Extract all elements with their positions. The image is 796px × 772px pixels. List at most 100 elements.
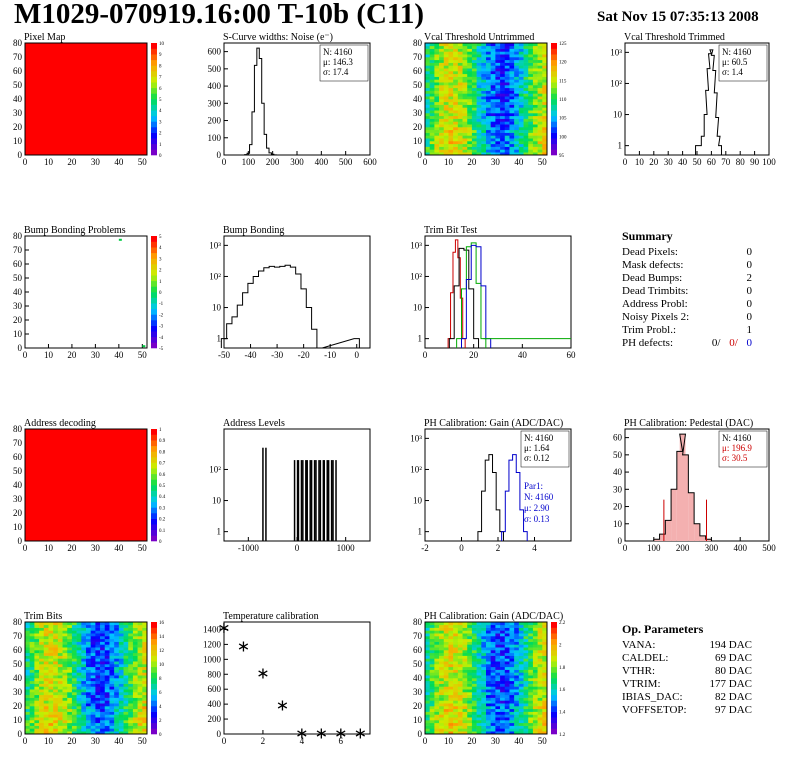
heatmap-cell: [509, 669, 515, 673]
heatmap-cell: [462, 54, 468, 58]
heatmap-cell: [453, 45, 459, 49]
heatmap-cell: [57, 661, 63, 665]
heatmap-cell: [532, 73, 538, 77]
heatmap-cell: [500, 722, 506, 726]
heatmap-cell: [429, 143, 435, 147]
heatmap-cell: [504, 714, 510, 718]
heatmap-cell: [128, 689, 134, 693]
heatmap-cell: [132, 708, 138, 712]
heatmap-cell: [71, 722, 77, 726]
heatmap-cell: [509, 54, 515, 58]
colorbar-cell: [551, 728, 557, 735]
heatmap-cell: [509, 711, 515, 715]
heatmap-cell: [114, 633, 120, 637]
colorbar-cell: [151, 513, 157, 519]
heatmap-cell: [128, 652, 134, 656]
heatmap-cell: [439, 636, 445, 640]
heatmap-cell: [509, 73, 515, 77]
heatmap-cell: [500, 73, 506, 77]
heatmap-cell: [500, 138, 506, 142]
heatmap-cell: [425, 79, 430, 83]
heatmap-cell: [81, 622, 87, 626]
heatmap-cell: [443, 672, 449, 676]
heatmap-cell: [504, 706, 510, 710]
heatmap-cell: [495, 45, 501, 49]
heatmap-cell: [486, 76, 491, 80]
heatmap-cell: [448, 104, 454, 108]
heatmap-cell: [518, 146, 524, 150]
heatmap-cell: [448, 54, 454, 58]
heatmap-cell: [537, 115, 543, 119]
histogram-series: [447, 239, 466, 348]
heatmap-cell: [118, 630, 124, 634]
heatmap-cell: [523, 135, 529, 139]
x-tick-label: 50: [138, 157, 148, 167]
heatmap-cell: [128, 717, 134, 721]
heatmap-cell: [532, 90, 538, 94]
heatmap-cell: [528, 121, 534, 125]
heatmap-cell: [48, 700, 54, 704]
heatmap-cell: [514, 121, 520, 125]
heatmap-cell: [500, 107, 506, 111]
heatmap-cell: [76, 644, 82, 648]
heatmap-cell: [453, 703, 459, 707]
heatmap-cell: [453, 666, 459, 670]
heatmap-cell: [43, 666, 49, 670]
heatmap-cell: [53, 708, 59, 712]
heatmap-cell: [495, 711, 501, 715]
y-tick-label: 40: [613, 467, 623, 477]
heatmap-cell: [71, 700, 77, 704]
heatmap-cell: [425, 124, 430, 128]
y-tick-label: 1: [217, 527, 222, 537]
colorbar-cell: [551, 722, 557, 729]
heatmap-cell: [537, 124, 543, 128]
heatmap-cell: [448, 143, 454, 147]
heatmap-cell: [523, 717, 529, 721]
heatmap-cell: [53, 655, 59, 659]
heatmap-cell: [67, 694, 73, 698]
heatmap-cell: [128, 622, 134, 626]
heatmap-cell: [434, 658, 440, 662]
heatmap-cell: [476, 697, 482, 701]
heatmap-cell: [48, 622, 54, 626]
heatmap-cell: [504, 647, 510, 651]
heatmap-cell: [448, 141, 454, 145]
heatmap-cell: [486, 101, 491, 105]
heatmap-cell: [537, 51, 543, 55]
heatmap-cell: [39, 711, 45, 715]
heatmap-cell: [90, 664, 96, 668]
heatmap-cell: [62, 664, 68, 668]
colorbar-label: 1: [159, 428, 162, 433]
heatmap-cell: [457, 666, 463, 670]
y-tick-label: 0: [418, 729, 423, 739]
heatmap-cell: [528, 68, 534, 72]
heatmap-cell: [453, 720, 459, 724]
heatmap-cell: [486, 59, 491, 63]
x-tick-label: 50: [538, 157, 548, 167]
heatmap-cell: [43, 720, 49, 724]
heatmap-cell: [104, 624, 110, 628]
heatmap-cell: [434, 90, 440, 94]
heatmap-cell: [25, 664, 30, 668]
heatmap-cell: [481, 143, 487, 147]
x-tick-label: 10: [44, 350, 54, 360]
heatmap-cell: [62, 655, 68, 659]
heatmap-cell: [490, 717, 496, 721]
heatmap-cell: [25, 711, 30, 715]
histogram-series: [456, 242, 487, 348]
heatmap-cell: [504, 652, 510, 656]
heatmap-cell: [118, 708, 124, 712]
heatmap-cell: [123, 720, 129, 724]
heatmap-cell: [490, 87, 496, 91]
heatmap-cell: [509, 633, 515, 637]
heatmap-cell: [486, 51, 491, 55]
heatmap-cell: [86, 652, 91, 656]
heatmap-cell: [537, 99, 543, 103]
heatmap-cell: [504, 152, 510, 156]
y-tick-label: 40: [13, 287, 23, 297]
heatmap-cell: [504, 650, 510, 654]
heatmap-cell: [514, 647, 520, 651]
colorbar-label: 1.2: [559, 733, 566, 738]
heatmap-cell: [29, 683, 35, 687]
heatmap-cell: [462, 647, 468, 651]
